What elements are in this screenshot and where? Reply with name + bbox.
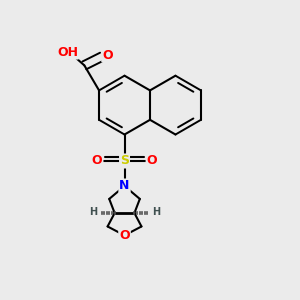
Text: O: O <box>119 229 130 242</box>
Text: OH: OH <box>57 46 78 59</box>
Text: H: H <box>89 207 97 217</box>
Text: S: S <box>120 154 129 167</box>
Text: O: O <box>147 154 157 167</box>
Text: H: H <box>152 207 160 217</box>
Text: O: O <box>102 49 113 62</box>
Text: O: O <box>92 154 103 167</box>
Text: N: N <box>119 179 130 193</box>
